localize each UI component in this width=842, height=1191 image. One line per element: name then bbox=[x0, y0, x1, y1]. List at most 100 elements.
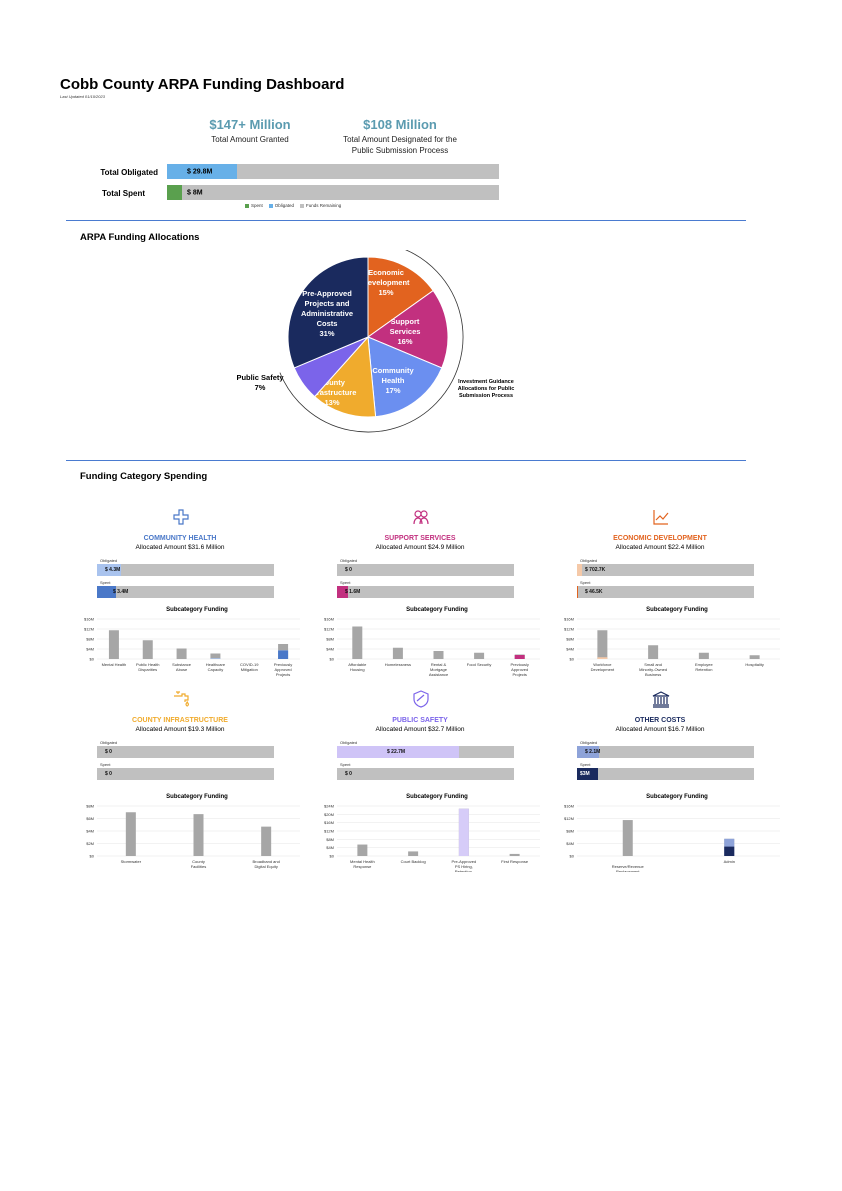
building-icon bbox=[652, 690, 670, 713]
pie-slice-county-infrastructure bbox=[313, 335, 377, 418]
x-category-label: Homelessness bbox=[385, 662, 411, 667]
allocated-bar bbox=[125, 812, 136, 856]
allocated-amount: Allocated Amount $22.4 Million bbox=[615, 544, 705, 551]
spent-bar: $ 46.5K bbox=[577, 586, 754, 598]
total-granted: $147+ Million Total Amount Granted bbox=[185, 117, 315, 145]
y-tick-label: $8M bbox=[326, 837, 334, 842]
category-title: COMMUNITY HEALTH bbox=[143, 535, 217, 542]
pie-label: Support Services 16% bbox=[390, 317, 421, 346]
y-tick-label: $4M bbox=[566, 841, 574, 846]
allocated-bar bbox=[509, 853, 520, 856]
investment-bracket bbox=[279, 250, 464, 433]
y-tick-label: $20M bbox=[324, 812, 334, 817]
x-category-label: Admin bbox=[724, 859, 735, 864]
allocated-bar bbox=[142, 640, 153, 659]
x-category-label: Mental Health Response bbox=[350, 859, 375, 869]
obligated-value: $ 2.1M bbox=[585, 749, 601, 755]
y-tick-label: $0 bbox=[330, 854, 335, 859]
y-tick-label: $8M bbox=[86, 804, 94, 809]
people-icon bbox=[412, 508, 430, 531]
pie-label: County Infrastructure 13% bbox=[308, 378, 357, 407]
y-tick-label: $8M bbox=[566, 637, 574, 642]
legend-obligated: Obligated bbox=[268, 203, 294, 208]
county-infrastructure-subcategory-chart: Subcategory Funding $8M $6M $4M $2M $0 Stormwa… bbox=[86, 794, 300, 869]
category-title: SUPPORT SERVICES bbox=[384, 535, 456, 542]
obligated-bar: $ 702.7K bbox=[577, 564, 754, 576]
x-category-label: Previously Approved Projects bbox=[274, 662, 292, 677]
x-category-label: Reserve/Revenue Replacement bbox=[612, 864, 645, 872]
pie-label: Economic Development 15% bbox=[362, 268, 410, 297]
y-tick-label: $12M bbox=[84, 627, 94, 632]
obligated-value: $ 4.3M bbox=[105, 567, 121, 573]
y-tick-label: $0 bbox=[90, 854, 95, 859]
spent-label: Spent bbox=[580, 762, 591, 767]
spent-bar bbox=[724, 846, 735, 856]
last-updated: Last Updated 01/10/2023 bbox=[60, 94, 105, 99]
spent-value: $ 3.4M bbox=[113, 589, 129, 595]
x-category-label: Small and Minority-Owned Business bbox=[639, 662, 667, 677]
obligated-fill bbox=[97, 564, 122, 576]
other-costs-subcategory-chart: Subcategory Funding $16M $12M $8M $4M $0 Reser… bbox=[564, 794, 780, 872]
y-tick-label: $6M bbox=[86, 816, 94, 821]
chart-title: Subcategory Funding bbox=[406, 794, 468, 800]
spent-value: $ 0 bbox=[105, 771, 112, 777]
obligated-fill bbox=[577, 564, 583, 576]
spent-value: $ 0 bbox=[345, 771, 352, 777]
total-spent-bar: $ 8M bbox=[167, 185, 499, 200]
spent-fill bbox=[97, 586, 117, 598]
x-category-label: Previously Approved Projects bbox=[510, 662, 528, 677]
obligated-bar bbox=[458, 808, 469, 856]
obligated-bar: $ 0 bbox=[337, 564, 514, 576]
total-granted-label: Total Amount Granted bbox=[211, 135, 289, 144]
shield-icon bbox=[412, 690, 430, 713]
pie-slice-support-services bbox=[366, 289, 449, 369]
y-tick-label: $2M bbox=[86, 841, 94, 846]
obligated-bar: $ 22.7M bbox=[337, 746, 514, 758]
allocated-bar bbox=[648, 645, 659, 659]
pie-label: Pre-Approved Projects and Administrative Co… bbox=[301, 289, 353, 338]
spent-value: $3M bbox=[580, 771, 590, 777]
community-health-subcategory-chart: Subcategory Funding $16M $12M $8M $4M $0 Menta… bbox=[84, 607, 300, 677]
total-designated-value: $108 Million bbox=[363, 117, 437, 132]
total-spent-label: Total Spent bbox=[102, 189, 145, 198]
spent-bar: $ 0 bbox=[337, 768, 514, 780]
y-tick-label: $16M bbox=[324, 617, 334, 622]
spent-value: $ 46.5K bbox=[585, 589, 603, 595]
page-title: Cobb County ARPA Funding Dashboard bbox=[60, 76, 345, 93]
allocated-bar bbox=[210, 653, 221, 659]
total-obligated-bar: $ 29.8M bbox=[167, 164, 499, 179]
total-obligated-label: Total Obligated bbox=[100, 168, 158, 177]
spent-bar: $ 3.4M bbox=[97, 586, 274, 598]
faucet-icon bbox=[172, 690, 190, 713]
obligated-bar bbox=[210, 658, 221, 659]
allocated-bar bbox=[474, 652, 485, 659]
allocated-bar bbox=[352, 626, 363, 659]
y-tick-label: $0 bbox=[90, 657, 95, 662]
y-tick-label: $0 bbox=[570, 657, 575, 662]
obligated-label: Obligated bbox=[580, 558, 598, 563]
y-tick-label: $4M bbox=[86, 647, 94, 652]
x-category-label: Broadband and Digital Equity bbox=[252, 859, 279, 869]
total-spent-fill bbox=[167, 185, 182, 200]
x-category-label: Employee Retention bbox=[695, 662, 714, 672]
section-divider bbox=[66, 220, 746, 221]
y-tick-label: $8M bbox=[86, 637, 94, 642]
obligated-bar bbox=[597, 657, 608, 659]
legend-remaining: Funds Remaining bbox=[300, 203, 341, 208]
spent-bar bbox=[514, 655, 525, 659]
line-chart-icon bbox=[652, 508, 670, 531]
total-designated-label-1: Total Amount Designated for the bbox=[343, 135, 457, 144]
y-tick-label: $16M bbox=[84, 617, 94, 622]
allocated-bar bbox=[176, 648, 187, 659]
spent-bar bbox=[278, 650, 289, 659]
spent-label: Spent bbox=[580, 580, 591, 585]
obligated-label: Obligated bbox=[580, 740, 598, 745]
spent-bar: $ 1.6M bbox=[337, 586, 514, 598]
x-category-label: Stormwater bbox=[121, 859, 142, 864]
spent-label: Spent bbox=[100, 580, 111, 585]
obligated-label: Obligated bbox=[340, 740, 358, 745]
obligated-label: Obligated bbox=[100, 740, 118, 745]
allocated-bar bbox=[433, 651, 444, 659]
category-title: ECONOMIC DEVELOPMENT bbox=[613, 535, 707, 542]
